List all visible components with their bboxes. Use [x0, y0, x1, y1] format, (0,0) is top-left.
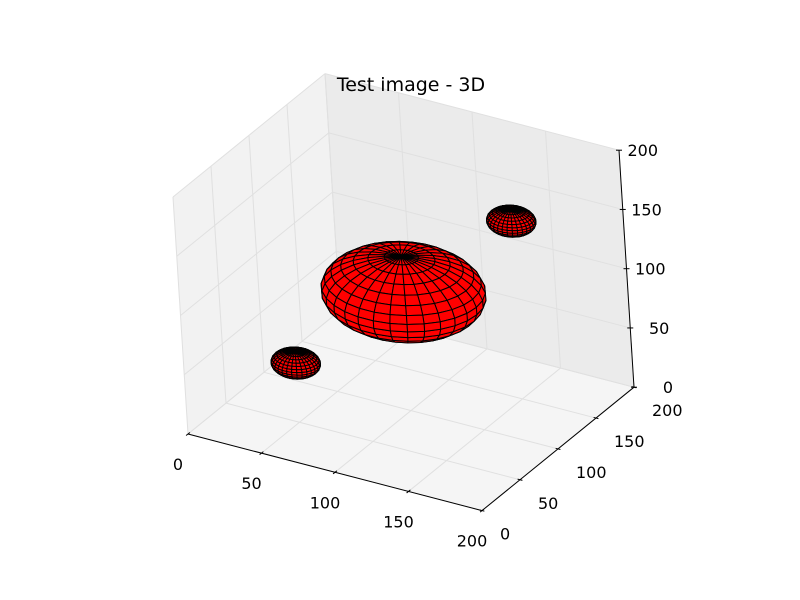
surface-patch [405, 314, 425, 325]
z-tick-labels: 0 50 100 150 200 [627, 141, 673, 397]
z-tick-label: 150 [631, 201, 662, 220]
x-tick-label: 50 [241, 474, 261, 493]
tick-mark [332, 470, 338, 475]
tick-mark [259, 451, 264, 456]
chart-title: Test image - 3D [336, 74, 485, 96]
tick-mark [406, 489, 411, 494]
z-tick-label: 50 [649, 319, 669, 338]
surface-patch [423, 321, 442, 332]
y-tick-labels: 0 50 100 150 200 [500, 401, 683, 543]
surface-patch [511, 230, 519, 234]
surface-patch [291, 371, 298, 376]
surface-patch [516, 229, 523, 234]
surface-patch [296, 371, 303, 376]
surface-patch [405, 304, 424, 317]
grid-line [263, 371, 559, 450]
z-tick-label: 200 [627, 141, 658, 160]
grid-line [324, 73, 620, 151]
x-tick-labels: 0 50 100 150 200 [173, 455, 487, 551]
x-tick-label: 150 [383, 513, 414, 532]
grid-line [183, 250, 337, 376]
surface-patch [390, 294, 407, 307]
y-tick-label: 150 [614, 432, 645, 451]
grid-line [176, 132, 330, 257]
z-tick-label: 100 [635, 260, 666, 279]
x-tick-label: 100 [310, 493, 341, 512]
grid-line [172, 73, 326, 198]
surface-patch [389, 314, 408, 325]
tick-mark [593, 416, 599, 420]
grid-line [225, 402, 521, 481]
y-tick-label: 100 [576, 463, 607, 482]
surface-patch [389, 304, 407, 317]
x-tick-label: 0 [173, 455, 183, 474]
surface-patch [506, 229, 513, 234]
grid-line [328, 132, 623, 210]
tick-mark [517, 478, 523, 481]
y-tick-label: 200 [652, 401, 683, 420]
grid-line [187, 310, 341, 435]
grid-line [332, 191, 627, 270]
ellipsoid-surface [320, 240, 487, 344]
ellipsoid-surface [270, 346, 321, 380]
z-tick-label: 0 [663, 378, 673, 397]
y-tick-label: 0 [500, 525, 510, 544]
surface-patch [389, 322, 409, 333]
grid-line [301, 340, 597, 419]
tick-mark [555, 447, 561, 450]
tick-mark [479, 509, 485, 512]
surface-patch [286, 371, 293, 376]
ellipsoid-surfaces [270, 204, 537, 380]
tick-mark [185, 432, 191, 436]
surface-patch [301, 371, 308, 376]
surface-patch [501, 229, 508, 234]
y-tick-label: 50 [538, 494, 558, 513]
ellipsoid-surface [486, 204, 537, 238]
tick-marks [185, 149, 637, 513]
x-tick-label: 200 [457, 532, 488, 551]
surface-patch [391, 283, 406, 296]
surface-patch [406, 323, 426, 333]
surface-patch [404, 294, 422, 307]
grid-line [180, 191, 333, 316]
surface-patch [393, 273, 405, 286]
